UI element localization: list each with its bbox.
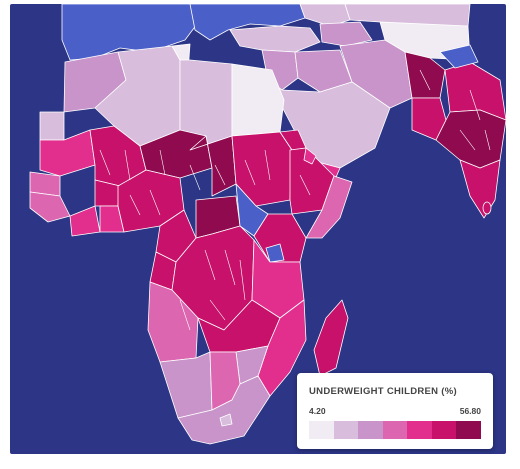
- guinea[interactable]: [29, 191, 71, 223]
- admin-boundary-line: [299, 174, 311, 196]
- lake-victoria[interactable]: [265, 243, 285, 263]
- admin-boundary-line: [209, 299, 226, 321]
- admin-boundary-line: [224, 249, 236, 286]
- egypt[interactable]: [231, 63, 285, 137]
- admin-boundary-line: [159, 149, 166, 176]
- admin-boundary-line: [469, 89, 481, 121]
- admin-boundaries: [99, 69, 491, 331]
- admin-boundary-line: [124, 149, 131, 181]
- legend-title: UNDERWEIGHT CHILDREN (%): [309, 386, 457, 397]
- legend-bin-4: [382, 421, 408, 439]
- admin-boundary-line: [264, 149, 271, 181]
- admin-boundary-line: [459, 129, 476, 151]
- admin-boundary-line: [99, 149, 111, 176]
- lesotho[interactable]: [219, 413, 233, 427]
- somalia[interactable]: [305, 175, 353, 239]
- afghanistan[interactable]: [404, 51, 446, 99]
- legend-min-label: 4.20: [309, 406, 326, 416]
- madagascar[interactable]: [313, 299, 349, 377]
- admin-boundary-line: [129, 194, 141, 216]
- admin-boundary-line: [239, 259, 246, 301]
- admin-boundary-line: [149, 189, 161, 216]
- admin-boundary-line: [189, 164, 201, 191]
- djibouti[interactable]: [303, 147, 317, 165]
- admin-boundary-line: [179, 299, 191, 331]
- admin-boundary-line: [244, 159, 256, 186]
- caucasus[interactable]: [319, 21, 373, 47]
- admin-boundary-line: [419, 69, 431, 91]
- legend-bin-7: [456, 421, 482, 439]
- south-africa[interactable]: [177, 375, 271, 445]
- admin-boundary-line: [204, 249, 216, 281]
- sri-lanka[interactable]: [482, 201, 492, 215]
- legend-bin-1: [309, 421, 334, 439]
- legend-bin-3: [358, 421, 383, 439]
- legend-max-label: 56.80: [459, 406, 481, 416]
- legend-bin-2: [333, 421, 359, 439]
- choropleth-map[interactable]: [10, 4, 506, 454]
- legend-color-scale: [309, 421, 482, 439]
- legend-bin-5: [407, 421, 432, 439]
- legend-bin-6: [431, 421, 457, 439]
- map-legend: UNDERWEIGHT CHILDREN (%) 4.20 56.80: [297, 373, 493, 449]
- turkey[interactable]: [229, 25, 321, 53]
- admin-boundary-line: [484, 129, 491, 151]
- kashmir[interactable]: [439, 44, 479, 69]
- map-canvas[interactable]: [10, 4, 506, 454]
- western-sahara[interactable]: [39, 111, 65, 141]
- admin-boundary-line: [214, 164, 226, 186]
